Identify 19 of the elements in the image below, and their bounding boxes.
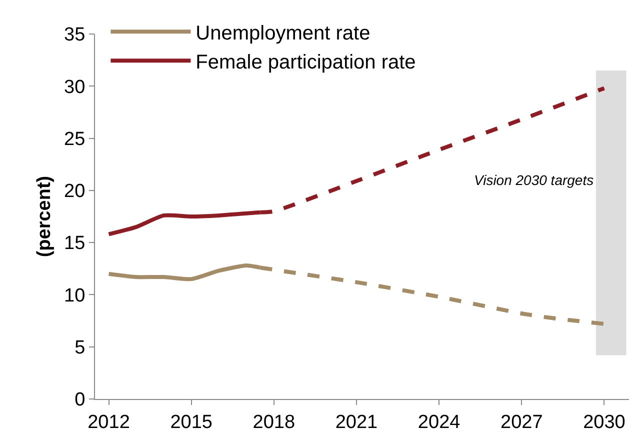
y-tick-label: 30 xyxy=(64,76,86,98)
x-tick-label: 2024 xyxy=(418,412,461,433)
y-tick-label: 0 xyxy=(74,390,86,411)
y-tick-label: 35 xyxy=(64,24,86,46)
x-tick-label: 2018 xyxy=(252,412,296,433)
x-tick-label: 2021 xyxy=(335,412,378,433)
y-tick-label: 25 xyxy=(64,128,86,150)
legend-label: Female participation rate xyxy=(196,51,416,74)
y-tick-label: 5 xyxy=(74,338,86,359)
y-tick-label: 10 xyxy=(64,285,86,306)
y-tick-label: 20 xyxy=(64,181,86,202)
x-tick-label: 2012 xyxy=(88,412,130,433)
x-tick-label: 2015 xyxy=(170,412,212,433)
y-axis-title: (percent) xyxy=(34,176,55,258)
x-tick-label: 2027 xyxy=(500,412,543,433)
x-tick-label: 2030 xyxy=(583,412,626,433)
legend-label: Unemployment rate xyxy=(196,22,370,44)
y-tick-label: 15 xyxy=(64,233,86,254)
band-label: Vision 2030 targets xyxy=(474,172,594,188)
